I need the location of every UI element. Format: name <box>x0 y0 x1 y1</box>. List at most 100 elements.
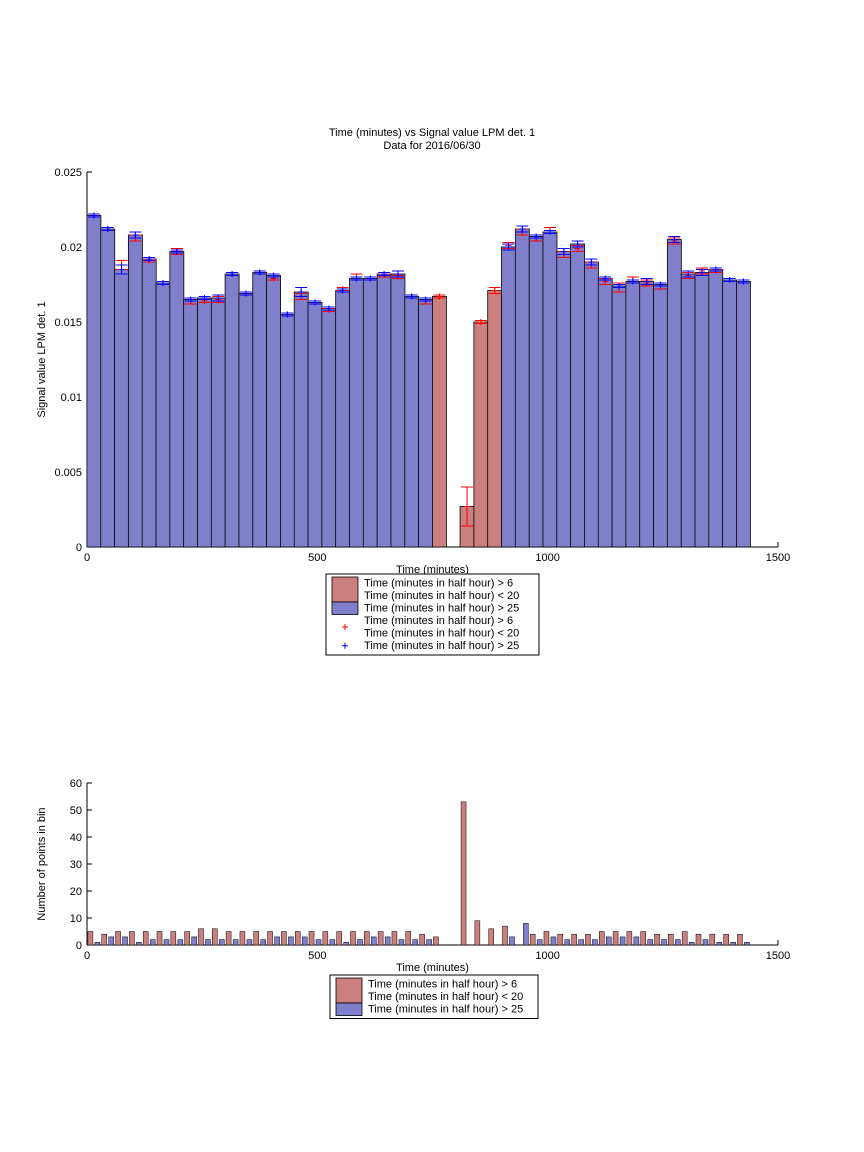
point-blue <box>187 296 194 303</box>
x-tick-label: 500 <box>308 950 326 962</box>
bar-blue <box>357 939 363 946</box>
point-blue <box>726 277 733 283</box>
bar-red <box>460 801 467 946</box>
bar-blue <box>501 246 516 548</box>
bar-blue <box>550 936 557 946</box>
legend-label: Time (minutes in half hour) < 20 <box>364 590 519 602</box>
bar-red <box>364 931 370 946</box>
point-blue <box>698 269 705 276</box>
point-blue <box>160 280 167 286</box>
point-blue <box>90 212 97 219</box>
bar-blue <box>149 939 156 946</box>
point-blue <box>367 275 374 282</box>
y-tick-label: 0.025 <box>54 167 82 179</box>
point-blue <box>173 248 180 255</box>
bar-red <box>585 933 591 946</box>
bar-blue <box>514 228 530 548</box>
point-blue <box>146 256 153 262</box>
bar-blue <box>694 272 710 548</box>
bar-red <box>502 925 508 946</box>
bar-blue <box>528 236 544 548</box>
bar-red <box>488 928 494 946</box>
bar-blue <box>680 273 696 548</box>
bar-red <box>87 931 94 946</box>
point-blue <box>215 295 222 301</box>
bar-blue <box>556 251 572 548</box>
y-tick-label: 10 <box>70 913 82 925</box>
bar-blue <box>688 942 695 946</box>
point-blue <box>298 289 305 295</box>
point-red <box>436 293 443 300</box>
bar-blue <box>141 258 157 548</box>
bar-red <box>101 933 107 946</box>
y-tick-label: 0.01 <box>61 392 82 404</box>
legend-label: Time (minutes in half hour) > 6 <box>364 578 513 590</box>
bar-blue <box>252 272 268 548</box>
bar-blue <box>224 273 240 548</box>
bar-blue <box>108 936 114 946</box>
point-blue <box>546 229 553 235</box>
legend-label: Time (minutes in half hour) > 6 <box>364 615 513 627</box>
bar-blue <box>390 273 406 548</box>
bar-red <box>737 933 743 946</box>
legend-swatch <box>331 576 359 603</box>
bar-blue <box>418 299 433 548</box>
y-tick-label: 0.015 <box>54 317 82 329</box>
bar-blue <box>730 942 736 946</box>
bar-blue <box>536 939 543 946</box>
bar-blue <box>260 939 266 946</box>
point-blue <box>671 236 678 243</box>
y-tick-label: 30 <box>70 859 82 871</box>
y-tick-label: 0.005 <box>54 467 82 479</box>
y-tick-label: 0.02 <box>61 242 82 254</box>
bar-red <box>433 936 439 946</box>
bar-blue <box>744 942 750 946</box>
x-tick-label: 1000 <box>535 950 559 962</box>
bar-blue <box>86 215 102 548</box>
point-blue <box>394 271 401 277</box>
y-tick-label: 20 <box>70 886 82 898</box>
bar-blue <box>542 231 558 548</box>
point-blue <box>519 226 526 232</box>
bar-blue <box>708 269 724 548</box>
x-tick-label: 0 <box>84 552 90 564</box>
legend-marker <box>342 624 348 630</box>
point-red <box>464 503 471 510</box>
point-blue <box>270 272 277 279</box>
point-red <box>491 287 498 294</box>
point-blue <box>574 241 581 247</box>
bar-blue <box>293 291 309 548</box>
bar-blue <box>376 273 392 548</box>
point-blue <box>588 259 595 265</box>
bar-blue <box>183 299 199 548</box>
x-tick-label: 0 <box>84 950 90 962</box>
point-blue <box>284 311 291 318</box>
point-blue <box>104 226 111 232</box>
point-blue <box>381 271 388 277</box>
bar-red <box>723 933 729 946</box>
bar-blue <box>597 278 613 548</box>
legend-marker <box>342 642 348 649</box>
bar-blue <box>114 269 129 548</box>
point-blue <box>229 271 236 277</box>
bar-red <box>267 931 273 946</box>
y-axis-label: Signal value LPM det. 1 <box>36 301 48 417</box>
bar-red <box>474 920 481 946</box>
bar-blue <box>371 936 377 946</box>
bar-blue <box>163 939 170 946</box>
bar-red <box>129 931 135 946</box>
bar-blue <box>307 302 323 548</box>
chart-title: Time (minutes) vs Signal value LPM det. … <box>329 127 535 139</box>
bar-blue <box>321 308 337 548</box>
bar-red <box>308 931 315 946</box>
bar-blue <box>94 942 101 946</box>
point-blue <box>602 275 609 282</box>
bar-blue <box>722 279 738 548</box>
y-tick-label: 60 <box>70 778 82 790</box>
bar-red <box>294 931 301 946</box>
bar-blue <box>362 278 378 548</box>
bar-blue <box>155 282 171 548</box>
point-blue <box>740 278 747 285</box>
bar-blue <box>666 239 682 548</box>
bar-blue <box>564 939 571 946</box>
